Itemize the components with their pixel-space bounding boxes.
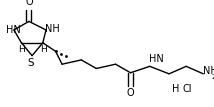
Text: Cl: Cl	[183, 84, 192, 94]
Text: O: O	[127, 88, 134, 98]
Text: HN: HN	[149, 54, 163, 64]
Text: H: H	[40, 45, 47, 54]
Text: 2: 2	[211, 74, 214, 80]
Text: H: H	[18, 45, 25, 54]
Text: S: S	[27, 58, 34, 68]
Text: NH: NH	[45, 24, 59, 34]
Text: HN: HN	[6, 25, 21, 35]
Text: H: H	[172, 84, 179, 94]
Text: NH: NH	[203, 66, 214, 76]
Text: O: O	[25, 0, 33, 7]
